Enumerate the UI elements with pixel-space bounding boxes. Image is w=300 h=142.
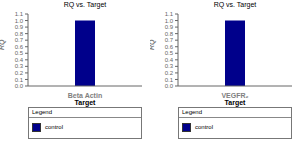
svg-text:0.6: 0.6 <box>15 44 24 50</box>
svg-text:0.5: 0.5 <box>15 50 24 56</box>
svg-text:RQ: RQ <box>150 39 156 50</box>
svg-text:0.8: 0.8 <box>165 31 174 37</box>
svg-text:1.0: 1.0 <box>15 18 24 24</box>
svg-text:0.2: 0.2 <box>15 70 24 76</box>
svg-text:1.1: 1.1 <box>15 11 24 17</box>
svg-text:1.0: 1.0 <box>165 18 174 24</box>
svg-text:0.2: 0.2 <box>165 70 174 76</box>
html-text:Legend: Legend <box>32 109 52 115</box>
svg-text:0.6: 0.6 <box>165 44 174 50</box>
svg-text:0.1: 0.1 <box>165 77 174 83</box>
svg-text:0.5: 0.5 <box>165 50 174 56</box>
html-text:Target: Target <box>224 99 246 106</box>
svg-text:1.1: 1.1 <box>165 11 174 17</box>
html-text:control: control <box>195 124 213 130</box>
html-text:control: control <box>45 124 63 130</box>
html-text:Target: Target <box>74 99 96 106</box>
svg-text:VEGFR₂: VEGFR₂ <box>221 92 248 98</box>
svg-text:0.7: 0.7 <box>165 37 174 43</box>
svg-text:0.8: 0.8 <box>15 31 24 37</box>
html-text:RQ vs. Target: RQ vs. Target <box>63 1 107 8</box>
svg-text:0.0: 0.0 <box>165 83 174 89</box>
svg-text:0.1: 0.1 <box>15 77 24 83</box>
svg-text:0.4: 0.4 <box>15 57 24 63</box>
svg-text:0.3: 0.3 <box>15 63 24 69</box>
svg-text:0.9: 0.9 <box>15 24 24 30</box>
svg-text:0.4: 0.4 <box>165 57 174 63</box>
svg-text:0.3: 0.3 <box>165 63 174 69</box>
svg-text:0.9: 0.9 <box>165 24 174 30</box>
html-text:Legend: Legend <box>182 109 202 115</box>
svg-text:0.7: 0.7 <box>15 37 24 43</box>
svg-text:Beta Actin: Beta Actin <box>68 92 102 98</box>
html-text:RQ vs. Target: RQ vs. Target <box>213 1 257 8</box>
svg-text:0.0: 0.0 <box>15 83 24 89</box>
